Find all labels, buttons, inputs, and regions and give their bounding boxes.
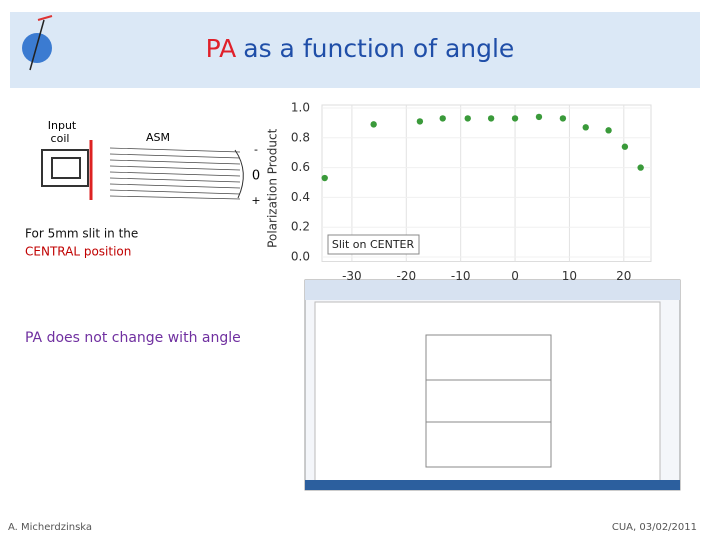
angle-mark: -	[254, 143, 258, 156]
asm-lines	[109, 147, 241, 200]
point	[416, 118, 424, 125]
logo-arrow	[37, 15, 53, 21]
coil-label: coil	[51, 132, 70, 145]
legend-box	[327, 234, 420, 255]
note-line: For 5mm slit in the	[25, 227, 138, 241]
slide-title: PA as a function of angle	[206, 34, 515, 63]
logo-line	[29, 19, 45, 71]
point	[511, 115, 519, 122]
legend-label: Slit on CENTER	[332, 238, 415, 251]
point	[464, 115, 471, 122]
x-tick-label: 20	[616, 269, 631, 283]
point	[621, 143, 629, 150]
header-band	[10, 12, 700, 88]
y-tick-label: 0.4	[291, 190, 310, 204]
y-tick-label: 0.2	[291, 220, 310, 234]
point	[559, 115, 567, 122]
point	[605, 127, 612, 134]
y-tick-label: 0.0	[291, 250, 310, 264]
point	[487, 115, 495, 122]
angle-arc	[234, 149, 244, 199]
y-tick-label: 0.6	[291, 160, 310, 174]
coil-label: Input	[48, 119, 77, 132]
point	[439, 115, 446, 122]
asm-label: ASM	[146, 131, 170, 144]
note-line: CENTRAL position	[25, 245, 131, 259]
x-tick-label: 0	[511, 269, 519, 283]
x-tick-label: -10	[451, 269, 471, 283]
footer-date: CUA, 03/02/2011	[612, 522, 697, 533]
title-highlight: PA	[206, 34, 237, 63]
screenshot	[304, 279, 681, 491]
x-tick-label: -30	[342, 269, 362, 283]
angle-mark: 0	[252, 169, 260, 184]
conclusion: PA does not change with angle	[25, 330, 241, 346]
point	[370, 121, 377, 128]
angle-mark: +	[251, 194, 260, 207]
y-tick-label: 1.0	[291, 100, 310, 114]
point	[582, 124, 589, 131]
y-axis-label: Polarization Product	[266, 128, 280, 247]
point	[535, 113, 543, 121]
title-rest: as a function of angle	[243, 34, 514, 63]
x-tick-label: 10	[562, 269, 577, 283]
chart: -30 -20 -10 0 10 20 0.0 0.2 0.4 0.6 0.8 1.0 Polariza…	[266, 100, 652, 283]
logo	[22, 33, 52, 63]
point	[637, 164, 644, 171]
y-tick-label: 0.8	[291, 130, 310, 144]
footer-author: A. Micherdzinska	[8, 522, 92, 533]
coil-inner	[51, 157, 81, 179]
point	[321, 174, 328, 182]
x-tick-label: -20	[396, 269, 416, 283]
coil	[41, 149, 89, 187]
